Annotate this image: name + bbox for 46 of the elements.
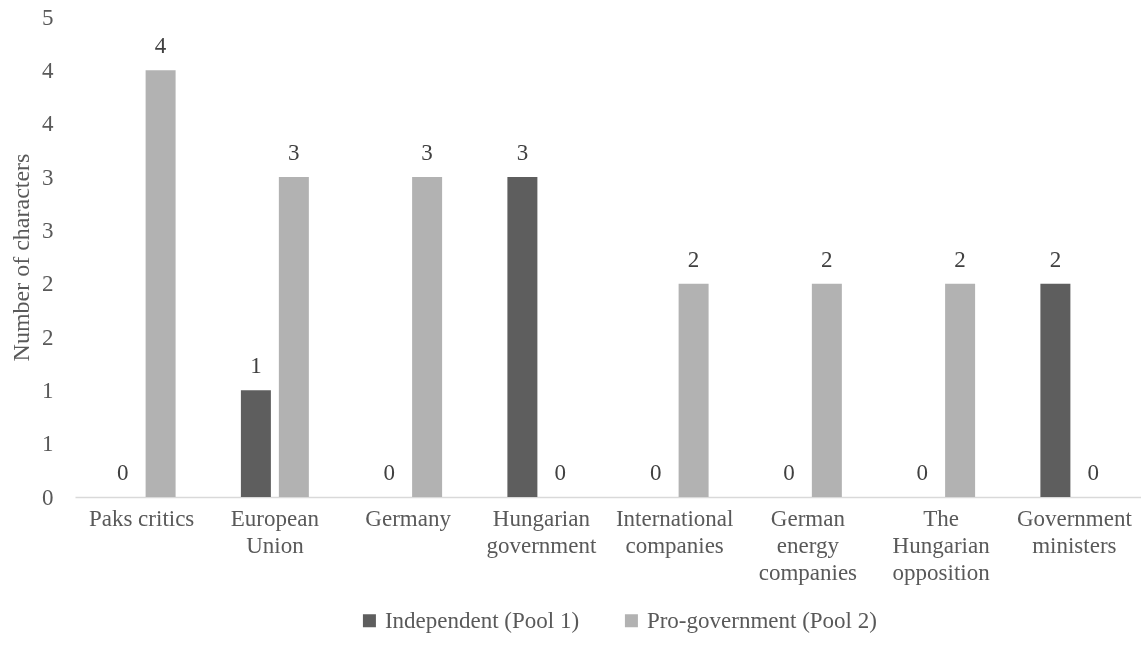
data-label: 0 — [649, 460, 662, 485]
y-tick-label: 1 — [42, 431, 54, 457]
data-label: 0 — [383, 460, 395, 485]
data-label: 4 — [154, 33, 167, 59]
bar — [1040, 283, 1071, 497]
data-label: 0 — [916, 460, 928, 485]
bar — [412, 177, 443, 497]
data-label: 0 — [783, 460, 795, 485]
data-label: 3 — [421, 140, 433, 165]
data-label: 2 — [1049, 246, 1062, 272]
data-label: 0 — [1087, 460, 1100, 485]
x-tick-label: European Union — [230, 505, 320, 558]
data-label: 2 — [821, 246, 833, 272]
legend-label: Independent (Pool 1) — [384, 607, 580, 633]
y-tick-label: 4 — [42, 111, 54, 137]
x-tick-label: Germany — [365, 505, 452, 531]
y-tick-label: 3 — [42, 164, 54, 190]
data-label: 1 — [250, 353, 262, 379]
y-tick-label: 1 — [42, 377, 54, 403]
bar — [145, 70, 176, 497]
x-tick-label: Paks critics — [88, 505, 195, 531]
y-tick-label: 2 — [42, 324, 54, 350]
bar — [278, 177, 309, 497]
data-label: 2 — [687, 246, 700, 272]
data-label: 0 — [116, 460, 129, 485]
y-tick-label: 2 — [42, 271, 54, 297]
legend-label: Pro-government (Pool 2) — [646, 607, 877, 633]
y-tick-label: 4 — [42, 57, 54, 83]
y-tick-label: 5 — [42, 4, 54, 30]
x-tick-label: Hungarian government — [486, 505, 597, 558]
x-tick-label: Government ministers — [1016, 505, 1133, 558]
y-tick-label: 3 — [42, 217, 54, 243]
x-tick-label: International companies — [615, 505, 734, 558]
data-label: 3 — [516, 140, 529, 165]
bar — [240, 390, 271, 497]
x-tick-label: The Hungarian opposition — [892, 505, 991, 585]
x-tick-label: German energy companies — [758, 505, 858, 585]
data-label: 0 — [554, 460, 567, 485]
bar — [507, 177, 538, 497]
y-axis-title: Number of characters — [8, 153, 34, 362]
y-tick-label: 0 — [42, 484, 54, 510]
bar — [678, 283, 709, 497]
data-label: 3 — [288, 140, 300, 165]
bar — [811, 283, 842, 497]
data-label: 2 — [954, 246, 966, 272]
bar — [945, 283, 976, 497]
